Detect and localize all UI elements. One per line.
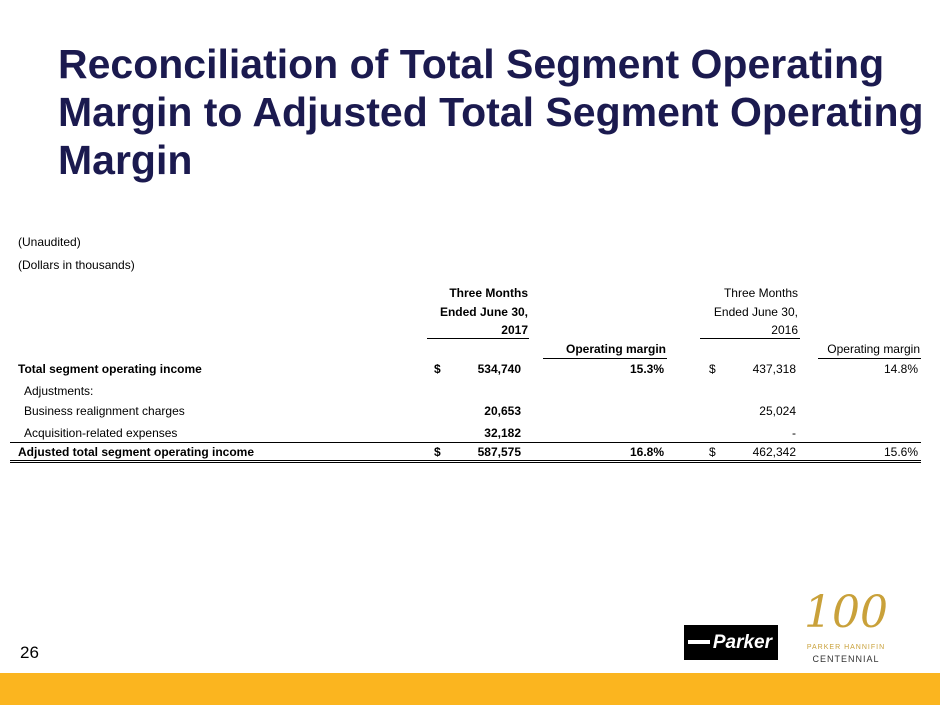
centennial-number: 100 [804, 587, 888, 638]
value-2017: 20,653 [484, 404, 521, 418]
divider [10, 442, 921, 443]
header-line: Three Months [723, 286, 798, 300]
operating-margin-header-2017: Operating margin [565, 342, 666, 356]
value-2016: 25,024 [759, 404, 796, 418]
currency: $ [434, 362, 441, 376]
footer-bar [0, 673, 940, 705]
header-line: 2017 [501, 323, 528, 337]
margin-2017: 16.8% [629, 445, 664, 459]
row-label: Adjusted total segment operating income [18, 445, 255, 459]
header-line: Ended June 30, [713, 305, 798, 319]
header-line: Three Months [449, 286, 528, 300]
unaudited-note: (Unaudited) [18, 235, 81, 249]
dollars-note: (Dollars in thousands) [18, 258, 135, 272]
row-label: Acquisition-related expenses [24, 426, 178, 440]
page-number: 26 [20, 643, 39, 662]
divider [543, 358, 667, 359]
margin-2016: 15.6% [883, 445, 918, 459]
centennial-line1: PARKER HANNIFIN [806, 644, 886, 651]
value-2017: 587,575 [477, 445, 521, 459]
operating-margin-header-2016: Operating margin [827, 342, 920, 356]
margin-2017: 15.3% [629, 362, 664, 376]
divider [818, 358, 921, 359]
value-2016: 462,342 [752, 445, 796, 459]
value-2017: 32,182 [484, 426, 521, 440]
value-2017: 534,740 [477, 362, 521, 376]
currency: $ [709, 362, 716, 376]
centennial-logo: 100 PARKER HANNIFIN CENTENNIAL [796, 584, 896, 666]
header-line: Ended June 30, [439, 305, 528, 319]
parker-logo: Parker [684, 625, 778, 660]
value-2016: 437,318 [752, 362, 796, 376]
divider [427, 338, 529, 339]
currency: $ [709, 445, 716, 459]
margin-2016: 14.8% [883, 362, 918, 376]
header-line: 2016 [771, 323, 798, 337]
page-title: Reconciliation of Total Segment Operatin… [58, 41, 924, 183]
row-label: Total segment operating income [18, 362, 202, 376]
currency: $ [434, 445, 441, 459]
row-label: Business realignment charges [24, 404, 185, 418]
double-divider [10, 460, 921, 463]
centennial-line2: CENTENNIAL [812, 654, 880, 664]
value-2016: - [792, 426, 796, 440]
table-row: Adjustments: [24, 384, 94, 398]
divider [700, 338, 800, 339]
